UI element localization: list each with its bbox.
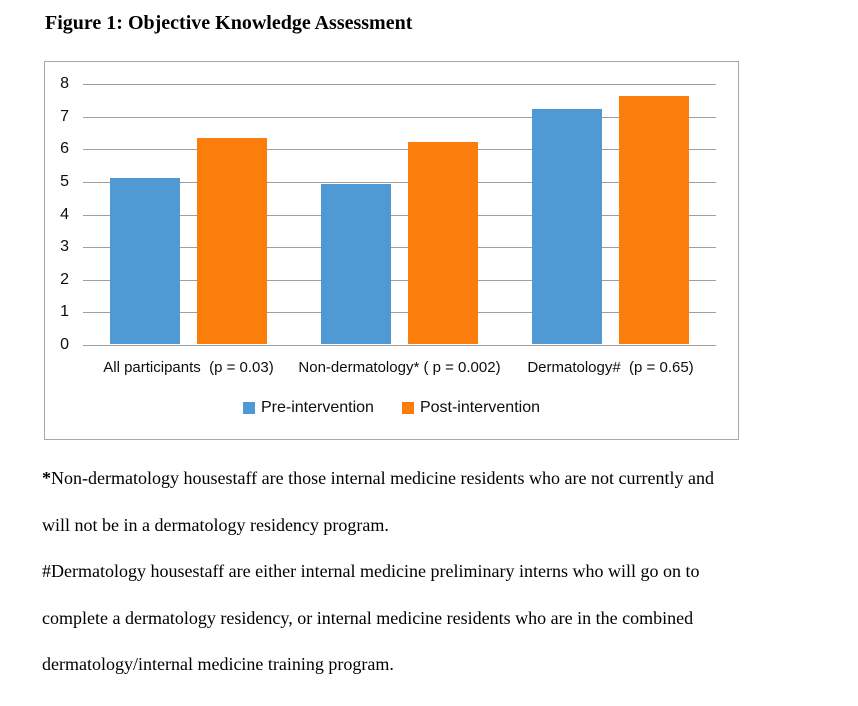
bar-post-intervention-group1: [408, 141, 478, 344]
bar-pre-intervention-group1: [321, 184, 391, 344]
y-tick-label-7: 7: [60, 107, 69, 125]
legend-swatch-icon: [242, 402, 255, 414]
footnote-0-line-0: *Non-dermatology housestaff are those in…: [42, 468, 714, 488]
legend-label: Post-intervention: [419, 399, 540, 416]
y-tick-label-8: 8: [60, 75, 69, 92]
chart-legend: Pre-intervention Post-intervention: [45, 399, 738, 417]
gridline-3: [83, 247, 716, 249]
gridline-6: [83, 149, 716, 151]
footnote-1-line-2: dermatology/internal medicine training p…: [42, 654, 394, 674]
footnote-1-line-1: complete a dermatology residency, or int…: [42, 607, 694, 628]
gridline-0: [83, 345, 716, 346]
bar-pre-intervention-group0: [110, 177, 180, 344]
x-category-label-1: Non-dermatology* ( p = 0.002): [298, 359, 501, 376]
gridline-2: [83, 279, 716, 281]
bar-pre-intervention-group2: [532, 109, 602, 344]
gridline-1: [83, 312, 716, 314]
footnote-marker: *: [42, 468, 51, 488]
y-tick-label-6: 6: [60, 140, 69, 158]
y-tick-label-4: 4: [60, 205, 69, 223]
gridline-7: [83, 116, 716, 118]
gridline-4: [83, 214, 716, 216]
y-tick-label-5: 5: [60, 172, 69, 190]
x-category-label-0: All participants (p = 0.03): [103, 359, 274, 376]
legend-label: Pre-intervention: [260, 399, 374, 416]
bar-post-intervention-group2: [619, 96, 689, 344]
y-tick-label-3: 3: [60, 238, 69, 256]
legend-item-0: Pre-intervention: [242, 399, 374, 417]
footnote-1-line-0: #Dermatology housestaff are either inter…: [42, 561, 700, 581]
y-tick-label-0: 0: [60, 336, 69, 353]
gridline-8: [83, 84, 716, 85]
footnote-0-line-1: will not be in a dermatology residency p…: [42, 514, 389, 535]
footnotes: *Non-dermatology housestaff are those in…: [42, 455, 832, 688]
y-tick-label-1: 1: [60, 303, 69, 321]
bar-post-intervention-group0: [197, 138, 267, 344]
figure-title: Figure 1: Objective Knowledge Assessment: [45, 12, 413, 34]
y-tick-label-2: 2: [60, 270, 69, 288]
chart: 0 1 2 3 4 5 6 7 8 All participants (p = 0.03) Non…: [44, 61, 739, 440]
gridline-5: [83, 181, 716, 183]
x-category-label-2: Dermatology# (p = 0.65): [527, 359, 694, 376]
legend-item-1: Post-intervention: [401, 399, 540, 417]
legend-swatch-icon: [401, 402, 414, 414]
plot-area: [83, 84, 716, 346]
